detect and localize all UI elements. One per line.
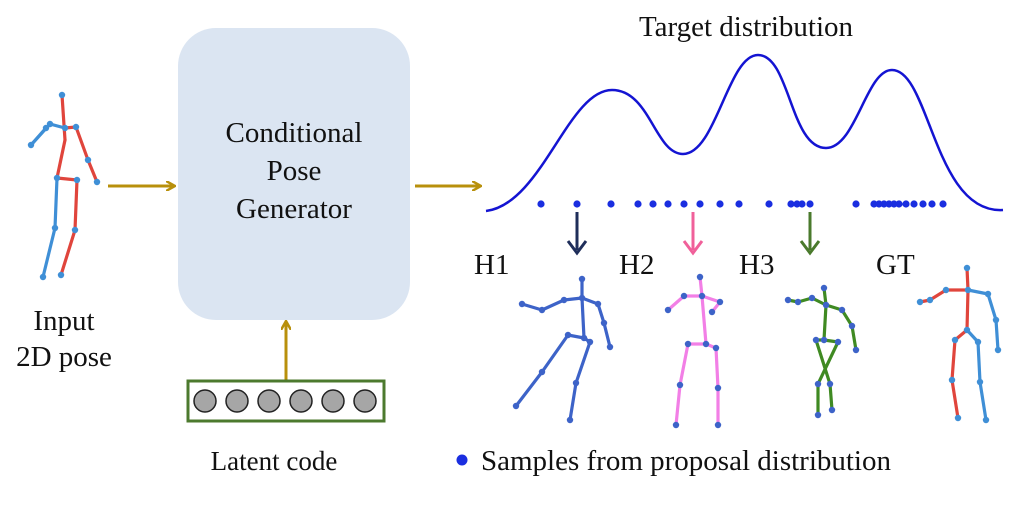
label-h2: H2 (619, 249, 654, 281)
legend-sample-dot (456, 454, 468, 466)
sample-dot (885, 200, 893, 208)
label-h1: H1 (474, 249, 509, 281)
sample-dot (649, 200, 657, 208)
h3-pose-figure (784, 284, 860, 419)
input-label-line2: 2D pose (16, 341, 112, 373)
h3-arrow (799, 212, 821, 256)
generator-label-line1: Conditional (226, 117, 363, 149)
sample-dot (870, 200, 878, 208)
sample-dot (696, 200, 704, 208)
sample-dot (680, 200, 688, 208)
sample-dot (787, 200, 795, 208)
target-distribution-curve (485, 53, 1004, 213)
sample-dot (765, 200, 773, 208)
label-h3: H3 (739, 249, 774, 281)
sample-dot (895, 200, 903, 208)
sample-dot (939, 200, 947, 208)
latent-cell (257, 389, 281, 413)
sample-dot (919, 200, 927, 208)
target-distribution-title: Target distribution (639, 11, 854, 43)
h2-arrow (682, 212, 704, 256)
latent-cell (321, 389, 345, 413)
sample-dot (798, 200, 806, 208)
sample-dot (928, 200, 936, 208)
sample-dot (852, 200, 860, 208)
generator-label-line2: Pose (267, 155, 322, 187)
generator-label-line3: Generator (236, 193, 352, 225)
sample-dot (806, 200, 814, 208)
sample-dot (902, 200, 910, 208)
h2-pose-figure (664, 273, 724, 429)
h1-pose-figure (512, 275, 614, 424)
sample-dot (634, 200, 642, 208)
sample-dot (607, 200, 615, 208)
sample-dot (890, 200, 898, 208)
sample-dot (573, 200, 581, 208)
label-gt: GT (876, 249, 915, 281)
legend-label: Samples from proposal distribution (481, 445, 891, 477)
h1-arrow (566, 212, 588, 256)
sample-dot (735, 200, 743, 208)
sample-dot (875, 200, 883, 208)
latent-vector-border (186, 379, 386, 423)
latent-cell (225, 389, 249, 413)
latent-label: Latent code (211, 446, 338, 476)
generator-box (178, 28, 410, 320)
latent-cell (353, 389, 377, 413)
proposal-samples (537, 200, 947, 208)
sample-dot (664, 200, 672, 208)
latent-code-vector (186, 379, 386, 423)
input-pose-figure (27, 91, 101, 281)
input-label-line1: Input (33, 305, 94, 337)
sample-dot (716, 200, 724, 208)
latent-cell (289, 389, 313, 413)
sample-dot (537, 200, 545, 208)
sample-dot (880, 200, 888, 208)
latent-cell (193, 389, 217, 413)
gt-pose-figure (916, 264, 1002, 424)
sample-dot (910, 200, 918, 208)
sample-dot (793, 200, 801, 208)
